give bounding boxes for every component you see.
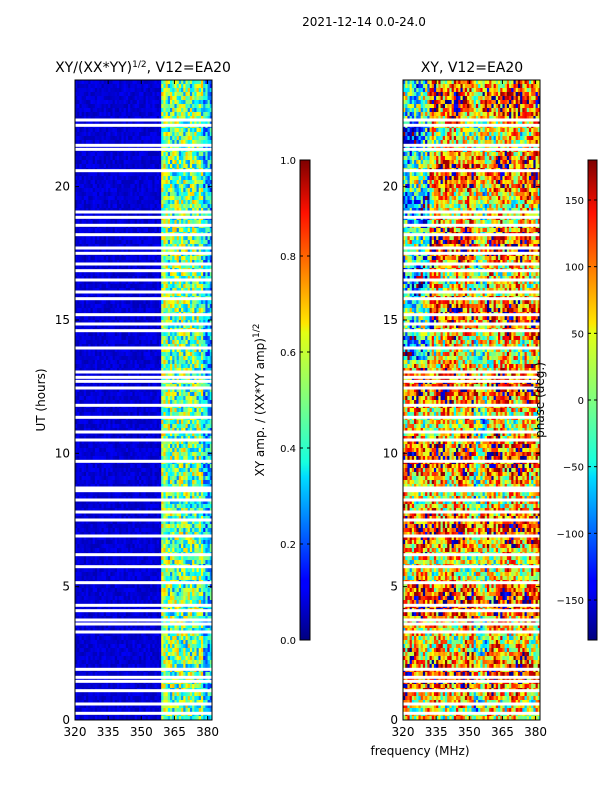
phase-panel-title: XY, V12=EA20 [421, 60, 523, 76]
amplitude-colorbar: 0.0 0.2 0.4 0.6 0.8 1.0 XY amp. / (XX*YY amp)… [252, 156, 311, 647]
x-tick-label: 335 [425, 725, 448, 739]
colorbar-tick-label: 50 [571, 329, 584, 340]
colorbar-tick-label: 1.0 [280, 156, 296, 167]
colorbar-tick-label: 0.4 [280, 444, 296, 455]
amplitude-plot-frame [74, 79, 213, 721]
amplitude-heatmap [75, 80, 213, 721]
colorbar-tick-label: 0 [578, 396, 584, 407]
y-tick-label: 15 [383, 313, 398, 327]
x-tick-label: 320 [392, 725, 415, 739]
phase-colorbar-label: phase (deg.) [533, 362, 547, 438]
colorbar-tick-label: 0.2 [280, 540, 296, 551]
amplitude-axis-ticks: 320 335 350 365 380 0 5 10 15 20 [55, 80, 219, 739]
x-tick-label: 320 [64, 725, 87, 739]
colorbar-tick-label: 150 [565, 196, 584, 207]
amplitude-colorbar-gradient [299, 159, 311, 641]
y-tick-label: 0 [390, 713, 398, 727]
amplitude-colorbar-ticks: 0.0 0.2 0.4 0.6 0.8 1.0 [280, 156, 310, 647]
phase-panel: XY, V12=EA20 320 335 350 365 380 0 5 10 15 20 [383, 60, 547, 739]
x-tick-label: 350 [458, 725, 481, 739]
y-tick-label: 5 [62, 580, 70, 594]
y-tick-label: 15 [55, 313, 70, 327]
amplitude-colorbar-label: XY amp. / (XX*YY amp)1/2 [252, 324, 267, 477]
phase-plot-frame [402, 79, 541, 721]
colorbar-tick-label: 0.8 [280, 252, 296, 263]
colorbar-tick-label: 0.6 [280, 348, 296, 359]
amplitude-panel-title: XY/(XX*YY)1/2, V12=EA20 [55, 60, 231, 76]
y-tick-label: 5 [390, 580, 398, 594]
x-tick-label: 380 [524, 725, 547, 739]
figure-suptitle: 2021-12-14 0.0-24.0 [302, 15, 426, 29]
y-axis-label: UT (hours) [34, 368, 48, 431]
colorbar-tick-label: −50 [563, 463, 584, 474]
colorbar-tick-label: 0.0 [280, 636, 296, 647]
amplitude-panel: XY/(XX*YY)1/2, V12=EA20 320 335 350 365 380 0… [34, 60, 231, 739]
y-tick-label: 20 [55, 180, 70, 194]
x-tick-label: 335 [97, 725, 120, 739]
phase-heatmap [403, 80, 541, 721]
y-tick-label: 10 [55, 446, 70, 460]
x-tick-label: 365 [163, 725, 186, 739]
y-tick-label: 0 [62, 713, 70, 727]
colorbar-tick-label: −150 [557, 596, 584, 607]
colorbar-tick-label: −100 [557, 529, 584, 540]
phase-colorbar-ticks: −150 −100 −50 0 50 100 150 [557, 196, 597, 607]
phase-axis-ticks: 320 335 350 365 380 0 5 10 15 20 [383, 80, 547, 739]
colorbar-tick-label: 100 [565, 263, 584, 274]
x-tick-label: 365 [491, 725, 514, 739]
x-axis-label: frequency (MHz) [370, 744, 469, 758]
x-tick-label: 350 [130, 725, 153, 739]
y-tick-label: 10 [383, 446, 398, 460]
phase-colorbar: −150 −100 −50 0 50 100 150 phase (deg.) [533, 159, 598, 641]
x-tick-label: 380 [196, 725, 219, 739]
y-tick-label: 20 [383, 180, 398, 194]
